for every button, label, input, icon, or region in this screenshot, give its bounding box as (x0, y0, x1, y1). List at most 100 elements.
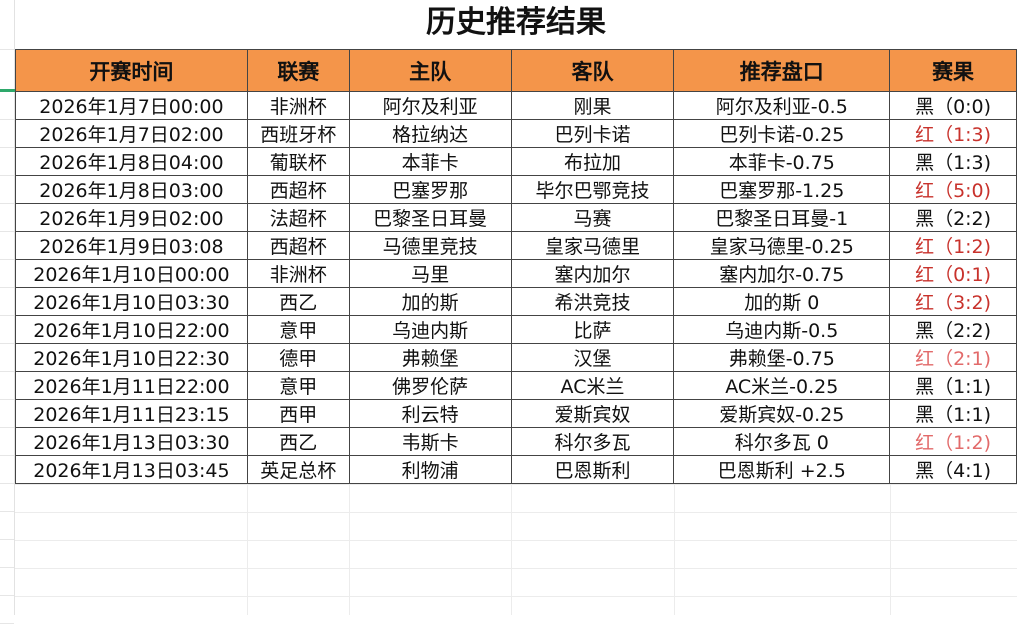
cell-home-team[interactable]: 韦斯卡 (348, 427, 512, 456)
cell-result[interactable]: 黑（2:2) (889, 203, 1017, 232)
cell-home-team[interactable]: 巴黎圣日耳曼 (348, 203, 512, 232)
header-home[interactable]: 主队 (348, 49, 512, 92)
cell-result[interactable]: 红（1:3) (889, 119, 1017, 148)
cell-league[interactable]: 德甲 (246, 343, 350, 372)
cell-pick[interactable]: 科尔多瓦 0 (673, 427, 891, 456)
cell-time[interactable]: 2026年1月10日03:30 (15, 287, 248, 316)
cell-away-team[interactable]: 塞内加尔 (510, 259, 675, 288)
cell-home-team[interactable]: 格拉纳达 (348, 119, 512, 148)
grid-line (890, 484, 891, 615)
cell-away-team[interactable]: 巴列卡诺 (510, 119, 675, 148)
cell-time[interactable]: 2026年1月10日22:00 (15, 315, 248, 344)
table-row: 2026年1月7日00:00 非洲杯 阿尔及利亚 刚果 阿尔及利亚-0.5 黑（0:0) (15, 91, 1017, 120)
cell-result[interactable]: 红（3:2) (889, 287, 1017, 316)
cell-result[interactable]: 黑（4:1) (889, 455, 1017, 484)
cell-pick[interactable]: 巴列卡诺-0.25 (673, 119, 891, 148)
cell-home-team[interactable]: 巴塞罗那 (348, 175, 512, 204)
cell-home-team[interactable]: 佛罗伦萨 (348, 371, 512, 400)
cell-pick[interactable]: 加的斯 0 (673, 287, 891, 316)
cell-league[interactable]: 西甲 (246, 399, 350, 428)
cell-time[interactable]: 2026年1月13日03:45 (15, 455, 248, 484)
cell-away-team[interactable]: 巴恩斯利 (510, 455, 675, 484)
table-row: 2026年1月13日03:30 西乙 韦斯卡 科尔多瓦 科尔多瓦 0 红（1:2) (15, 427, 1017, 456)
cell-pick[interactable]: 乌迪内斯-0.5 (673, 315, 891, 344)
cell-time[interactable]: 2026年1月13日03:30 (15, 427, 248, 456)
cell-pick[interactable]: 皇家马德里-0.25 (673, 231, 891, 260)
cell-league[interactable]: 西超杯 (246, 175, 350, 204)
cell-pick[interactable]: 弗赖堡-0.75 (673, 343, 891, 372)
cell-time[interactable]: 2026年1月10日22:30 (15, 343, 248, 372)
cell-home-team[interactable]: 马德里竞技 (348, 231, 512, 260)
cell-league[interactable]: 法超杯 (246, 203, 350, 232)
table-row: 2026年1月10日22:00 意甲 乌迪内斯 比萨 乌迪内斯-0.5 黑（2:2) (15, 315, 1017, 344)
cell-away-team[interactable]: 科尔多瓦 (510, 427, 675, 456)
cell-league[interactable]: 葡联杯 (246, 147, 350, 176)
cell-league[interactable]: 意甲 (246, 371, 350, 400)
cell-time[interactable]: 2026年1月9日02:00 (15, 203, 248, 232)
cell-away-team[interactable]: 布拉加 (510, 147, 675, 176)
cell-pick[interactable]: AC米兰-0.25 (673, 371, 891, 400)
cell-time[interactable]: 2026年1月7日02:00 (15, 119, 248, 148)
cell-pick[interactable]: 巴恩斯利 +2.5 (673, 455, 891, 484)
cell-away-team[interactable]: AC米兰 (510, 371, 675, 400)
cell-league[interactable]: 西乙 (246, 427, 350, 456)
cell-pick[interactable]: 爱斯宾奴-0.25 (673, 399, 891, 428)
cell-pick[interactable]: 巴黎圣日耳曼-1 (673, 203, 891, 232)
cell-league[interactable]: 西超杯 (246, 231, 350, 260)
cell-time[interactable]: 2026年1月8日04:00 (15, 147, 248, 176)
cell-pick[interactable]: 阿尔及利亚-0.5 (673, 91, 891, 120)
cell-away-team[interactable]: 刚果 (510, 91, 675, 120)
cell-away-team[interactable]: 马赛 (510, 203, 675, 232)
cell-league[interactable]: 西乙 (246, 287, 350, 316)
cell-home-team[interactable]: 加的斯 (348, 287, 512, 316)
gutter-line (0, 231, 14, 232)
header-pick[interactable]: 推荐盘口 (673, 49, 891, 92)
cell-league[interactable]: 西班牙杯 (246, 119, 350, 148)
table-row: 2026年1月10日03:30 西乙 加的斯 希洪竞技 加的斯 0 红（3:2) (15, 287, 1017, 316)
cell-result[interactable]: 黑（0:0) (889, 91, 1017, 120)
cell-result[interactable]: 黑（1:1) (889, 371, 1017, 400)
cell-league[interactable]: 意甲 (246, 315, 350, 344)
cell-time[interactable]: 2026年1月11日23:15 (15, 399, 248, 428)
cell-away-team[interactable]: 皇家马德里 (510, 231, 675, 260)
header-result[interactable]: 赛果 (889, 49, 1017, 92)
cell-result[interactable]: 黑（1:3) (889, 147, 1017, 176)
cell-league[interactable]: 非洲杯 (246, 91, 350, 120)
header-league[interactable]: 联赛 (246, 49, 350, 92)
row-header-gutter[interactable] (0, 0, 15, 624)
cell-result[interactable]: 红（2:1) (889, 343, 1017, 372)
cell-home-team[interactable]: 马里 (348, 259, 512, 288)
cell-league[interactable]: 非洲杯 (246, 259, 350, 288)
cell-result[interactable]: 红（1:2) (889, 231, 1017, 260)
cell-time[interactable]: 2026年1月8日03:00 (15, 175, 248, 204)
cell-home-team[interactable]: 弗赖堡 (348, 343, 512, 372)
table-row: 2026年1月8日04:00 葡联杯 本菲卡 布拉加 本菲卡-0.75 黑（1:3) (15, 147, 1017, 176)
header-time[interactable]: 开赛时间 (15, 49, 248, 92)
cell-result[interactable]: 黑（2:2) (889, 315, 1017, 344)
cell-result[interactable]: 红（1:2) (889, 427, 1017, 456)
cell-away-team[interactable]: 爱斯宾奴 (510, 399, 675, 428)
cell-away-team[interactable]: 毕尔巴鄂竞技 (510, 175, 675, 204)
cell-away-team[interactable]: 比萨 (510, 315, 675, 344)
cell-result[interactable]: 红（5:0) (889, 175, 1017, 204)
cell-home-team[interactable]: 利物浦 (348, 455, 512, 484)
cell-home-team[interactable]: 乌迪内斯 (348, 315, 512, 344)
cell-time[interactable]: 2026年1月7日00:00 (15, 91, 248, 120)
cell-home-team[interactable]: 利云特 (348, 399, 512, 428)
cell-home-team[interactable]: 本菲卡 (348, 147, 512, 176)
cell-away-team[interactable]: 希洪竞技 (510, 287, 675, 316)
cell-time[interactable]: 2026年1月9日03:08 (15, 231, 248, 260)
header-away[interactable]: 客队 (510, 49, 675, 92)
table-row: 2026年1月13日03:45 英足总杯 利物浦 巴恩斯利 巴恩斯利 +2.5 黑（4:1… (15, 455, 1017, 484)
cell-result[interactable]: 黑（1:1) (889, 399, 1017, 428)
cell-pick[interactable]: 塞内加尔-0.75 (673, 259, 891, 288)
cell-time[interactable]: 2026年1月10日00:00 (15, 259, 248, 288)
cell-result[interactable]: 红（0:1) (889, 259, 1017, 288)
gutter-line (0, 595, 14, 596)
cell-pick[interactable]: 本菲卡-0.75 (673, 147, 891, 176)
cell-home-team[interactable]: 阿尔及利亚 (348, 91, 512, 120)
cell-time[interactable]: 2026年1月11日22:00 (15, 371, 248, 400)
cell-pick[interactable]: 巴塞罗那-1.25 (673, 175, 891, 204)
cell-away-team[interactable]: 汉堡 (510, 343, 675, 372)
cell-league[interactable]: 英足总杯 (246, 455, 350, 484)
